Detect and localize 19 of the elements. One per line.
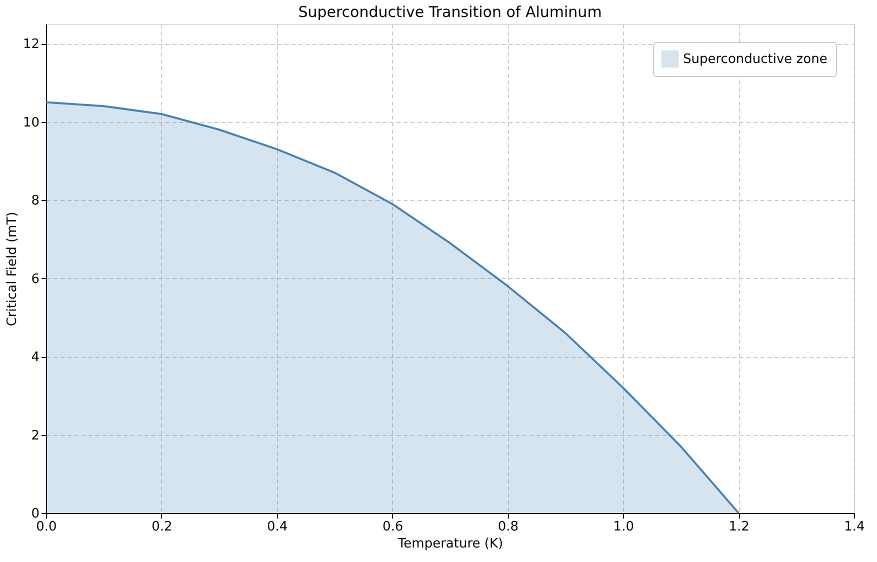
x-axis-title: Temperature (K) bbox=[396, 536, 504, 552]
x-tick-label: 1.2 bbox=[728, 520, 750, 534]
x-tick-label: 1.0 bbox=[613, 520, 634, 534]
y-tick-label: 6 bbox=[31, 272, 40, 287]
x-tick-label: 0.8 bbox=[498, 520, 519, 534]
y-tick-label: 12 bbox=[22, 37, 40, 52]
x-tick-label: 0.0 bbox=[36, 520, 57, 534]
y-tick-label: 0 bbox=[31, 506, 40, 522]
x-tick-label: 0.4 bbox=[267, 520, 288, 534]
y-tick-label: 4 bbox=[31, 350, 40, 366]
legend-label: Superconductive zone bbox=[683, 52, 828, 67]
y-axis-title: Critical Field (mT) bbox=[4, 212, 20, 326]
x-tick-label: 0.2 bbox=[152, 520, 172, 534]
y-tick-label: 10 bbox=[22, 115, 40, 130]
y-tick-label: 8 bbox=[31, 194, 40, 209]
chart-title: Superconductive Transition of Aluminum bbox=[298, 3, 602, 21]
x-tick-label: 0.6 bbox=[382, 520, 404, 534]
y-tick-label: 2 bbox=[31, 428, 40, 444]
x-tick-label: 1.4 bbox=[844, 520, 865, 534]
